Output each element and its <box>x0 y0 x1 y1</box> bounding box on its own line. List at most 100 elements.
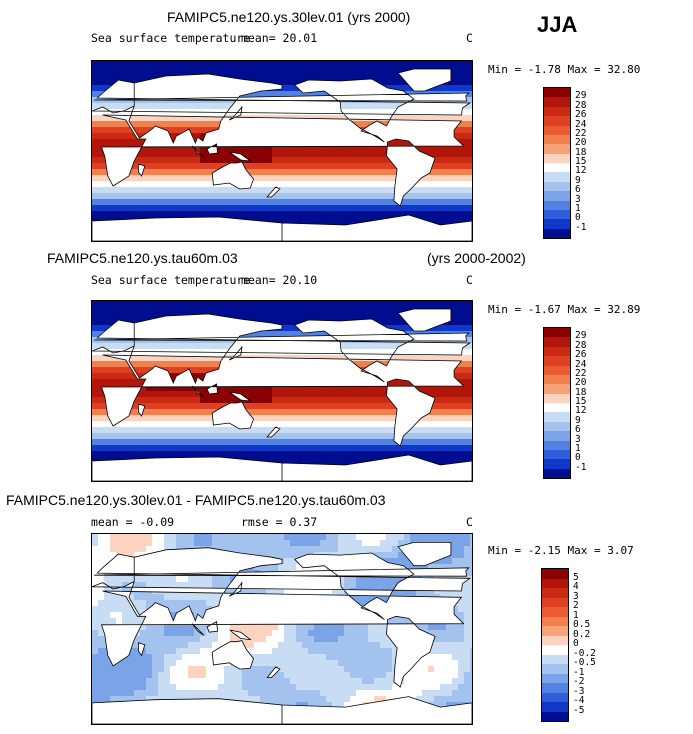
colorbar-swatch <box>544 346 570 357</box>
panel2-variable-label: Sea surface temperature <box>91 273 251 287</box>
colorbar-swatch <box>544 163 570 173</box>
continent-outlines <box>92 542 472 724</box>
colorbar-swatch <box>542 588 568 598</box>
colorbar-tick-label: 3 <box>573 590 579 602</box>
colorbar-swatch <box>544 468 570 478</box>
panel2-years: (yrs 2000-2002) <box>427 250 526 266</box>
continent-outlines <box>92 68 472 241</box>
colorbar-tick-label: 3 <box>575 193 581 205</box>
colorbar-tick-label: -2 <box>573 676 585 687</box>
colorbar-swatch <box>544 440 570 450</box>
colorbar-tick-label: 0 <box>575 452 581 464</box>
colorbar-tick-label: 0 <box>573 638 579 649</box>
colorbar-swatch <box>544 97 570 107</box>
colorbar-tick-label: 4 <box>573 581 579 592</box>
colorbar-swatch <box>544 374 570 385</box>
colorbar-swatch <box>544 172 570 182</box>
colorbar-tick-label: 15 <box>575 156 587 167</box>
panel1-colorbar <box>543 87 571 239</box>
season-label: JJA <box>537 12 578 37</box>
colorbar-swatch <box>542 645 568 655</box>
colorbar-tick-label: 9 <box>575 414 581 426</box>
colorbar-swatch <box>544 421 570 432</box>
panel1-mean: mean= 20.01 <box>241 31 318 45</box>
panel1-variable-label: Sea surface temperature <box>91 31 251 45</box>
colorbar-tick-label: 0.2 <box>573 628 591 640</box>
colorbar-tick-label: 18 <box>575 386 587 398</box>
colorbar-swatch <box>544 134 570 145</box>
colorbar-tick-label: -1 <box>575 461 587 473</box>
colorbar-tick-label: 24 <box>575 358 587 370</box>
panel2-mean: mean= 20.10 <box>241 273 318 287</box>
panel2-title: FAMIPC5.ne120.ys.tau60m.03 <box>47 250 238 266</box>
panel1-minmax: Min = -1.78 Max = 32.80 <box>488 63 641 76</box>
colorbar-tick-label: -1 <box>573 666 585 678</box>
colorbar-swatch <box>544 153 570 163</box>
colorbar-tick-label: 1 <box>575 202 581 214</box>
colorbar-swatch <box>544 449 570 460</box>
colorbar-tick-label: 2 <box>573 600 579 611</box>
panel3-minmax: Min = -2.15 Max = 3.07 <box>488 544 634 557</box>
colorbar-tick-label: 26 <box>575 349 587 361</box>
colorbar-swatch <box>542 597 568 607</box>
colorbar-tick-label: -3 <box>573 685 585 697</box>
colorbar-tick-label: 0.5 <box>573 619 591 630</box>
colorbar-swatch <box>544 88 570 98</box>
colorbar-swatch <box>544 116 570 126</box>
colorbar-tick-label: 29 <box>575 330 587 342</box>
panel1-sst-map <box>91 60 473 242</box>
panel2-colorbar <box>543 327 571 479</box>
colorbar-swatch <box>542 683 568 693</box>
colorbar-swatch <box>544 431 570 441</box>
colorbar-swatch <box>544 191 570 201</box>
colorbar-swatch <box>544 144 570 154</box>
colorbar-swatch <box>544 356 570 366</box>
colorbar-tick-label: 9 <box>575 174 581 186</box>
colorbar-tick-label: 12 <box>575 405 587 417</box>
colorbar-tick-label: 28 <box>575 99 587 111</box>
colorbar-tick-label: -0.2 <box>573 647 596 659</box>
colorbar-tick-label: 12 <box>575 165 587 177</box>
colorbar-tick-label: -4 <box>573 695 585 706</box>
colorbar-swatch <box>542 664 568 674</box>
colorbar-tick-label: 28 <box>575 339 587 351</box>
colorbar-tick-label: 24 <box>575 118 587 130</box>
colorbar-tick-label: 5 <box>573 571 579 583</box>
colorbar-tick-label: 15 <box>575 396 587 407</box>
panel2-units: C <box>466 273 473 287</box>
colorbar-swatch <box>544 200 570 210</box>
colorbar-tick-label: 22 <box>575 367 587 379</box>
colorbar-swatch <box>542 673 568 683</box>
continent-outlines <box>92 308 472 481</box>
colorbar-swatch <box>544 328 570 338</box>
colorbar-swatch <box>544 403 570 413</box>
colorbar-tick-label: 6 <box>575 424 581 436</box>
colorbar-swatch <box>544 209 570 220</box>
colorbar-tick-label: 20 <box>575 137 587 149</box>
panel3-rmse: rmse = 0.37 <box>241 515 318 529</box>
colorbar-swatch <box>542 626 568 636</box>
colorbar-tick-label: 20 <box>575 377 587 389</box>
colorbar-swatch <box>542 692 568 702</box>
panel1-units: C <box>466 31 473 45</box>
colorbar-tick-label: 1 <box>573 609 579 621</box>
colorbar-tick-label: 26 <box>575 109 587 121</box>
colorbar-swatch <box>542 635 568 645</box>
colorbar-swatch <box>542 711 568 721</box>
colorbar-swatch <box>542 654 568 664</box>
panel2-sst-map <box>91 300 473 482</box>
panel2-minmax: Min = -1.67 Max = 32.89 <box>488 303 641 316</box>
colorbar-swatch <box>544 219 570 229</box>
colorbar-swatch <box>544 125 570 135</box>
colorbar-swatch <box>542 616 568 626</box>
panel3-title: FAMIPC5.ne120.ys.30lev.01 - FAMIPC5.ne12… <box>6 492 386 508</box>
panel3-mean: mean = -0.09 <box>91 515 175 529</box>
colorbar-tick-label: 22 <box>575 127 587 139</box>
panel3-difference-map <box>91 533 473 725</box>
colorbar-swatch <box>544 384 570 394</box>
panel3-colorbar <box>541 568 569 722</box>
colorbar-swatch <box>542 578 568 588</box>
colorbar-tick-label: -5 <box>573 704 585 716</box>
colorbar-swatch <box>544 106 570 117</box>
colorbar-swatch <box>544 228 570 238</box>
